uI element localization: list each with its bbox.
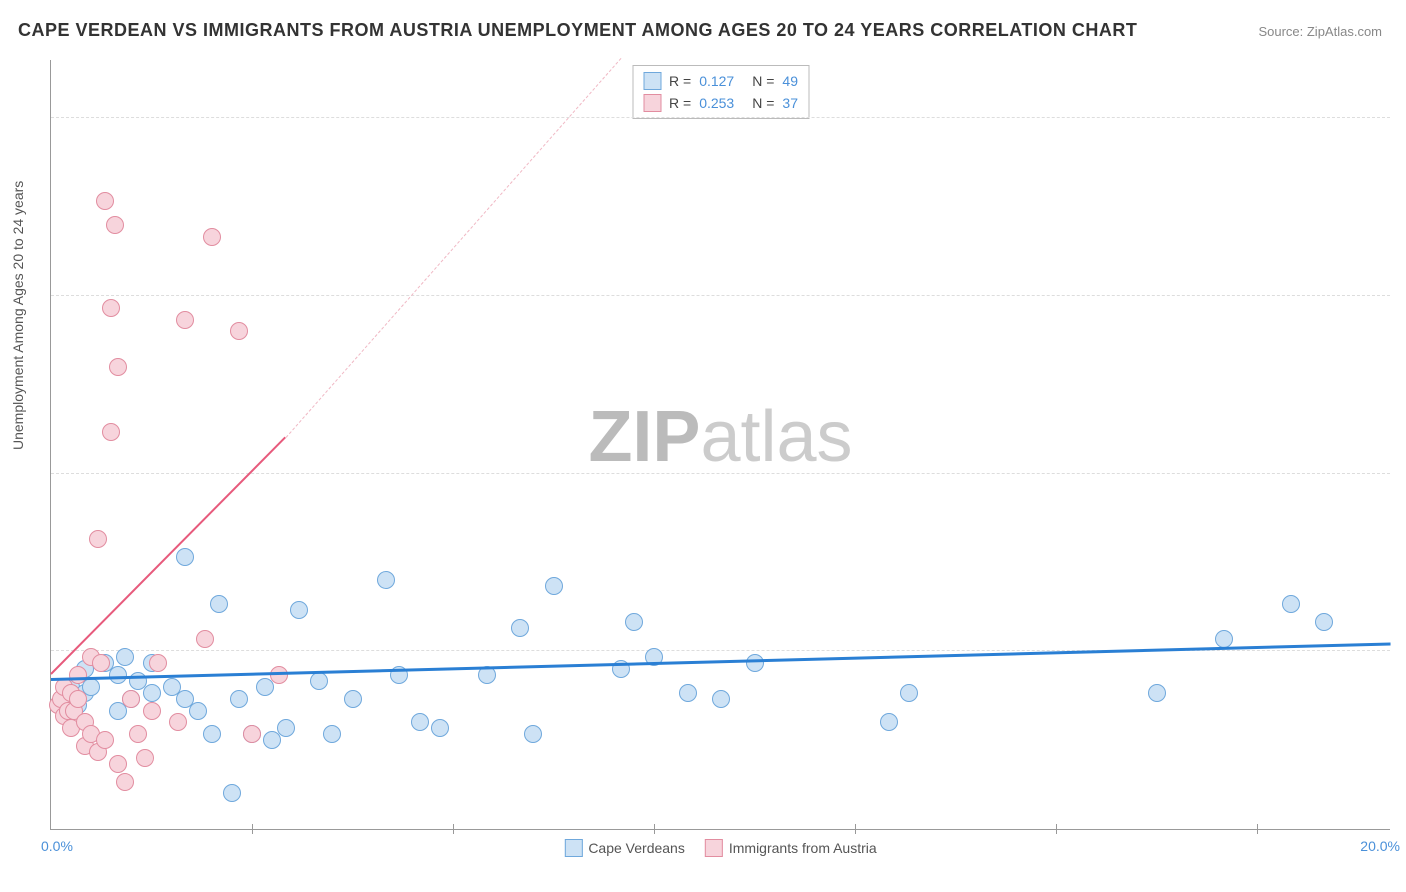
data-point (679, 684, 697, 702)
gridline (51, 650, 1390, 651)
correlation-legend: R = 0.127 N = 49 R = 0.253 N = 37 (632, 65, 809, 119)
legend-swatch (564, 839, 582, 857)
trend-line-dashed (285, 58, 621, 438)
data-point (625, 613, 643, 631)
legend-row: R = 0.253 N = 37 (643, 92, 798, 114)
data-point (411, 713, 429, 731)
legend-swatch (643, 72, 661, 90)
legend-item: Immigrants from Austria (705, 839, 877, 857)
legend-label: Cape Verdeans (588, 840, 685, 856)
data-point (900, 684, 918, 702)
series-legend: Cape Verdeans Immigrants from Austria (564, 839, 876, 857)
data-point (169, 713, 187, 731)
data-point (880, 713, 898, 731)
data-point (524, 725, 542, 743)
x-axis-tickmark (1257, 824, 1258, 834)
data-point (310, 672, 328, 690)
data-point (69, 690, 87, 708)
r-value: 0.253 (699, 95, 734, 111)
n-label: N = (752, 95, 774, 111)
data-point (277, 719, 295, 737)
r-value: 0.127 (699, 73, 734, 89)
n-label: N = (752, 73, 774, 89)
legend-swatch (643, 94, 661, 112)
data-point (106, 216, 124, 234)
data-point (176, 548, 194, 566)
data-point (69, 666, 87, 684)
legend-swatch (705, 839, 723, 857)
trend-line (51, 643, 1391, 681)
data-point (344, 690, 362, 708)
data-point (89, 530, 107, 548)
data-point (143, 684, 161, 702)
data-point (230, 690, 248, 708)
x-axis-tick-min: 0.0% (41, 838, 73, 854)
data-point (116, 773, 134, 791)
data-point (230, 322, 248, 340)
n-value: 37 (782, 95, 798, 111)
legend-label: Immigrants from Austria (729, 840, 877, 856)
data-point (143, 702, 161, 720)
data-point (96, 192, 114, 210)
data-point (203, 228, 221, 246)
data-point (243, 725, 261, 743)
data-point (545, 577, 563, 595)
data-point (196, 630, 214, 648)
gridline (51, 473, 1390, 474)
data-point (746, 654, 764, 672)
r-label: R = (669, 95, 691, 111)
gridline (51, 295, 1390, 296)
watermark: ZIPatlas (588, 395, 852, 477)
data-point (189, 702, 207, 720)
legend-row: R = 0.127 N = 49 (643, 70, 798, 92)
data-point (136, 749, 154, 767)
data-point (1282, 595, 1300, 613)
data-point (149, 654, 167, 672)
data-point (92, 654, 110, 672)
data-point (377, 571, 395, 589)
data-point (1148, 684, 1166, 702)
data-point (203, 725, 221, 743)
data-point (109, 755, 127, 773)
data-point (210, 595, 228, 613)
x-axis-tickmark (654, 824, 655, 834)
legend-item: Cape Verdeans (564, 839, 685, 857)
gridline (51, 117, 1390, 118)
x-axis-tickmark (1056, 824, 1057, 834)
data-point (176, 311, 194, 329)
data-point (116, 648, 134, 666)
data-point (223, 784, 241, 802)
scatter-plot: ZIPatlas R =0.127N =49R =0.253N =37 0.0%… (50, 60, 1390, 830)
x-axis-tickmark (252, 824, 253, 834)
data-point (109, 666, 127, 684)
data-point (290, 601, 308, 619)
data-point (109, 358, 127, 376)
chart-title: CAPE VERDEAN VS IMMIGRANTS FROM AUSTRIA … (18, 20, 1137, 41)
data-point (96, 731, 114, 749)
data-point (102, 423, 120, 441)
r-label: R = (669, 73, 691, 89)
source-label: Source: ZipAtlas.com (1258, 24, 1382, 39)
x-axis-tickmark (855, 824, 856, 834)
x-axis-tick-max: 20.0% (1360, 838, 1400, 854)
y-axis-label: Unemployment Among Ages 20 to 24 years (10, 181, 26, 450)
data-point (511, 619, 529, 637)
data-point (129, 725, 147, 743)
data-point (323, 725, 341, 743)
data-point (712, 690, 730, 708)
data-point (270, 666, 288, 684)
x-axis-tickmark (453, 824, 454, 834)
data-point (122, 690, 140, 708)
data-point (1315, 613, 1333, 631)
n-value: 49 (782, 73, 798, 89)
data-point (102, 299, 120, 317)
data-point (431, 719, 449, 737)
